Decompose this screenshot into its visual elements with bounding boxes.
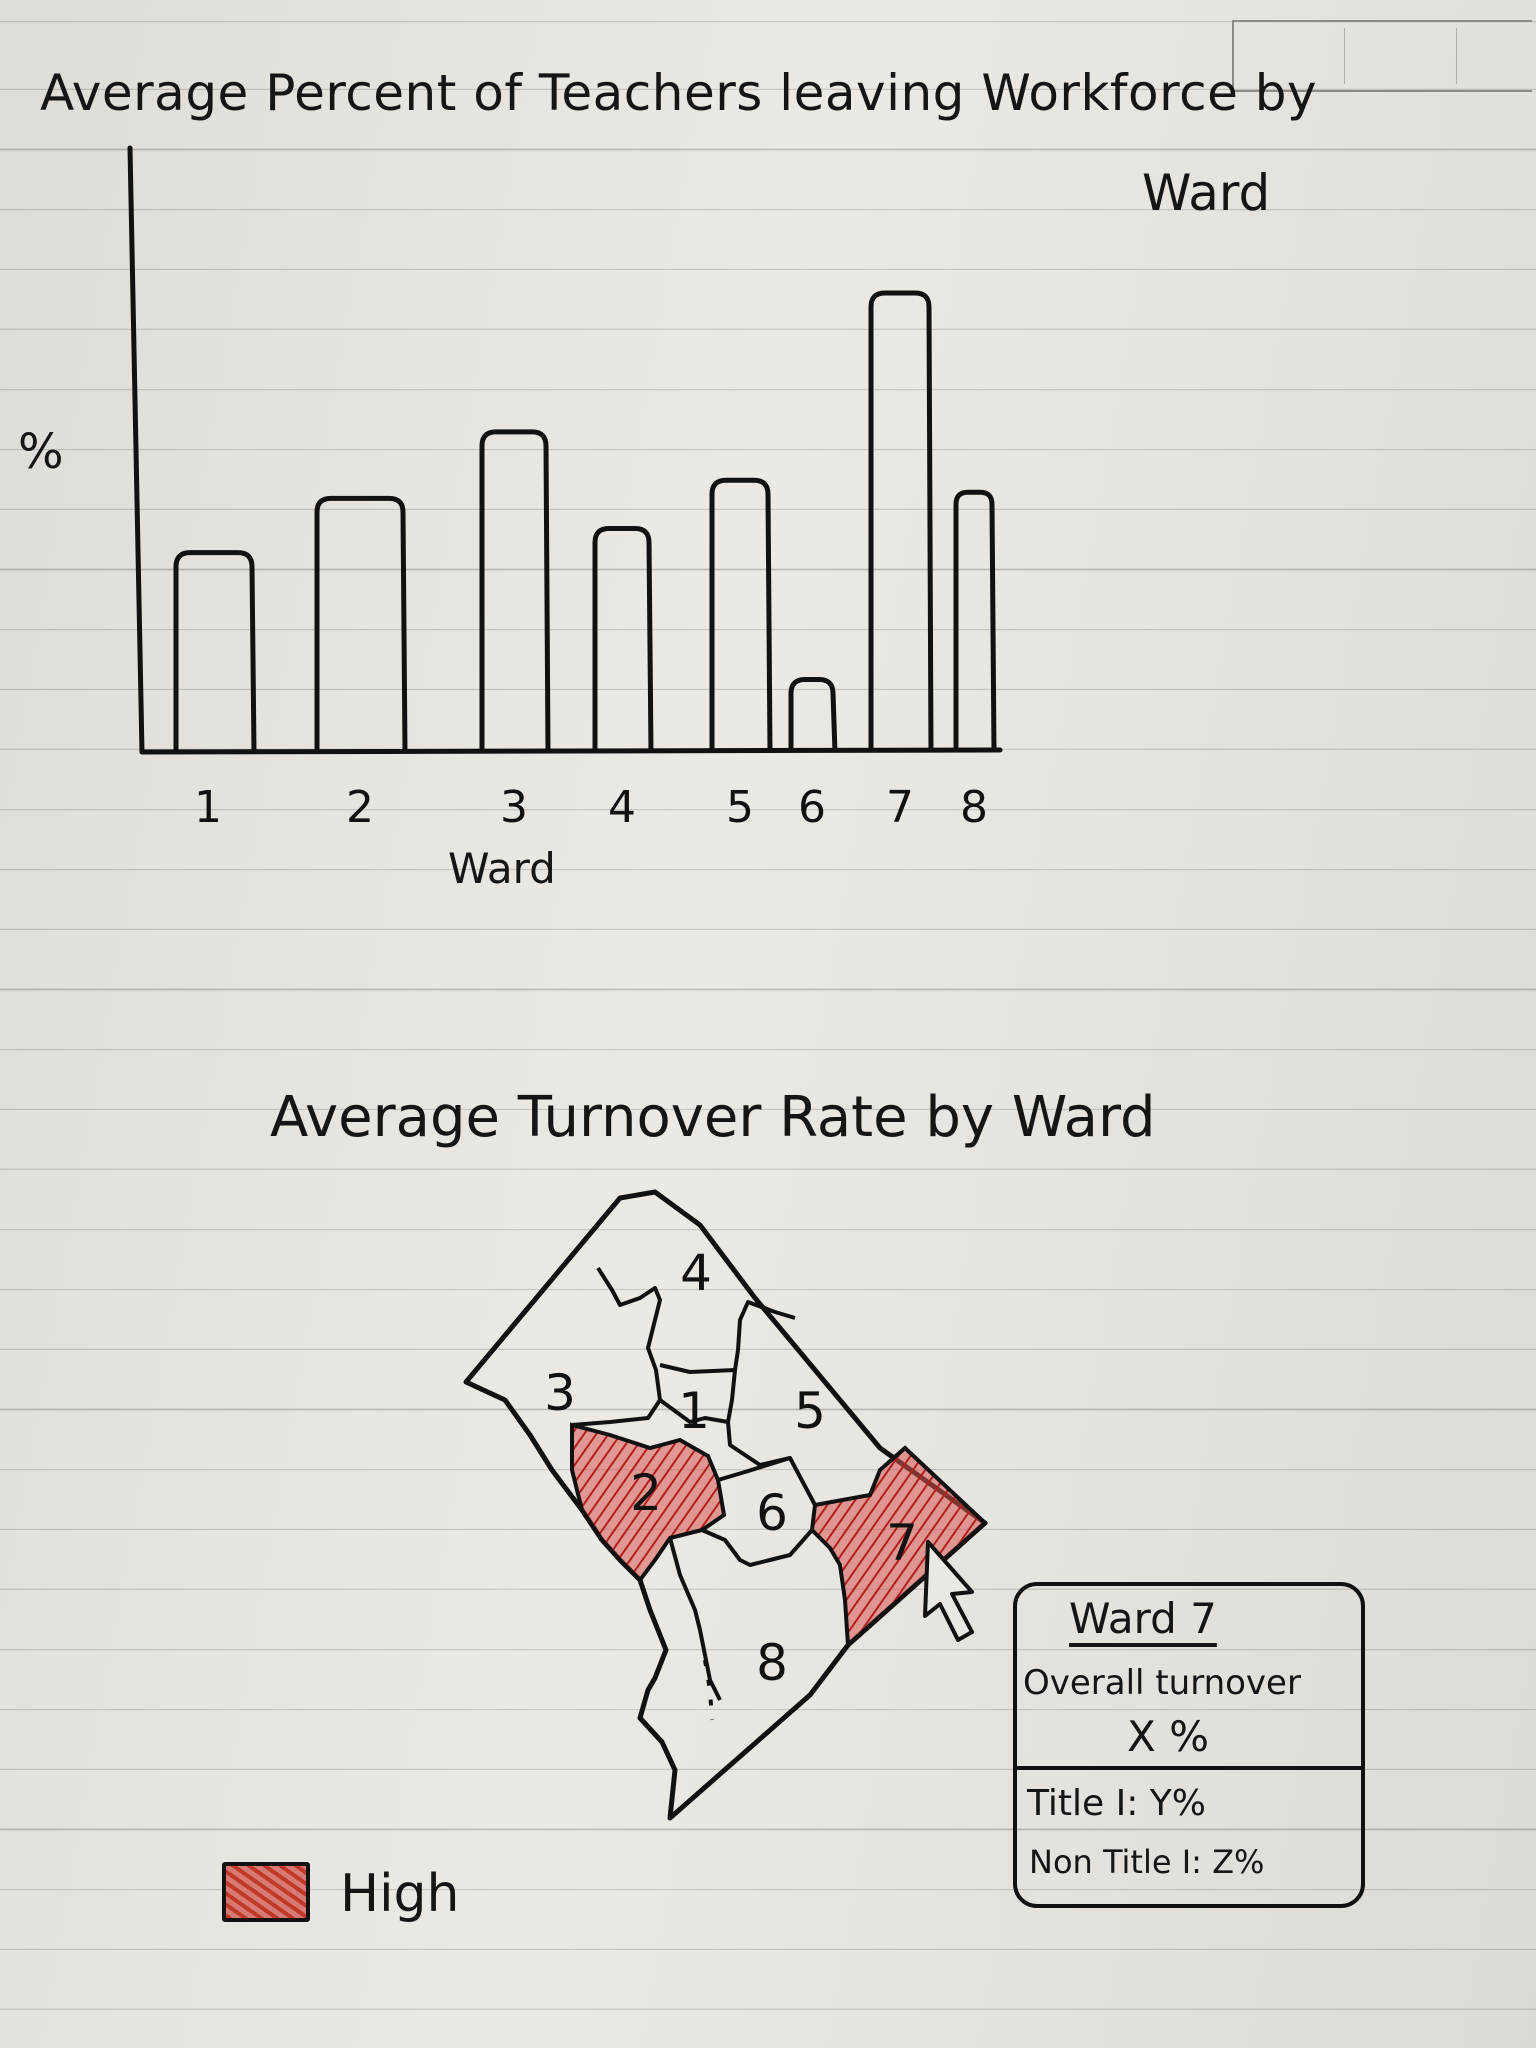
ward-label-8: 8 — [756, 1634, 788, 1692]
bar-ward-3[interactable] — [479, 429, 551, 753]
ward-label-6: 6 — [756, 1484, 788, 1542]
ward-tooltip: Ward 7 Overall turnover X % Title I: Y% … — [1013, 1582, 1365, 1908]
cursor-arrow-icon — [923, 1540, 974, 1642]
tooltip-nontitle1: Non Title I: Z% — [1029, 1843, 1265, 1881]
tooltip-divider — [1013, 1766, 1365, 1770]
ward-label-1: 1 — [678, 1382, 710, 1440]
tooltip-header: Ward 7 — [1069, 1594, 1217, 1643]
x-tick-label: 7 — [886, 782, 914, 833]
ward-label-5: 5 — [794, 1382, 826, 1440]
chart-title-continuation: Ward — [1142, 164, 1271, 222]
tooltip-overall-label: Overall turnover — [1023, 1663, 1301, 1703]
bar-ward-6[interactable] — [788, 677, 838, 753]
tooltip-overall-value: X % — [1127, 1712, 1210, 1761]
ward-2-region[interactable] — [570, 1422, 727, 1584]
x-axis-label: Ward — [448, 844, 556, 893]
ward-7-region[interactable] — [809, 1445, 988, 1650]
map-title: Average Turnover Rate by Ward — [270, 1085, 1156, 1150]
x-tick-label: 6 — [798, 782, 826, 833]
x-tick-label: 1 — [194, 782, 222, 833]
x-axis — [139, 747, 1003, 755]
bar-ward-7[interactable] — [868, 290, 934, 753]
y-axis-label: % — [18, 424, 64, 480]
legend-swatch — [222, 1862, 310, 1922]
corner-box — [1232, 20, 1532, 92]
bar-ward-4[interactable] — [592, 526, 654, 753]
y-axis — [127, 145, 145, 755]
bar-ward-5[interactable] — [709, 477, 773, 753]
bar-ward-2[interactable] — [314, 495, 408, 753]
x-tick-label: 4 — [608, 782, 636, 833]
ward-label-4: 4 — [680, 1244, 712, 1302]
x-tick-label: 8 — [960, 782, 988, 833]
ward-label-3: 3 — [544, 1364, 576, 1422]
chart-title-text: Average Percent of Teachers leaving Work… — [40, 64, 1318, 122]
x-tick-label: 3 — [500, 782, 528, 833]
tooltip-title1: Title I: Y% — [1027, 1783, 1206, 1824]
ward-label-7: 7 — [886, 1514, 918, 1572]
x-tick-label: 2 — [346, 782, 374, 833]
chart-title: Average Percent of Teachers leaving Work… — [40, 68, 1317, 118]
legend-label: High — [340, 1864, 460, 1924]
x-tick-label: 5 — [726, 782, 754, 833]
bar-ward-1[interactable] — [173, 550, 257, 753]
bar-ward-8[interactable] — [953, 489, 997, 753]
ward-label-2: 2 — [630, 1464, 662, 1522]
